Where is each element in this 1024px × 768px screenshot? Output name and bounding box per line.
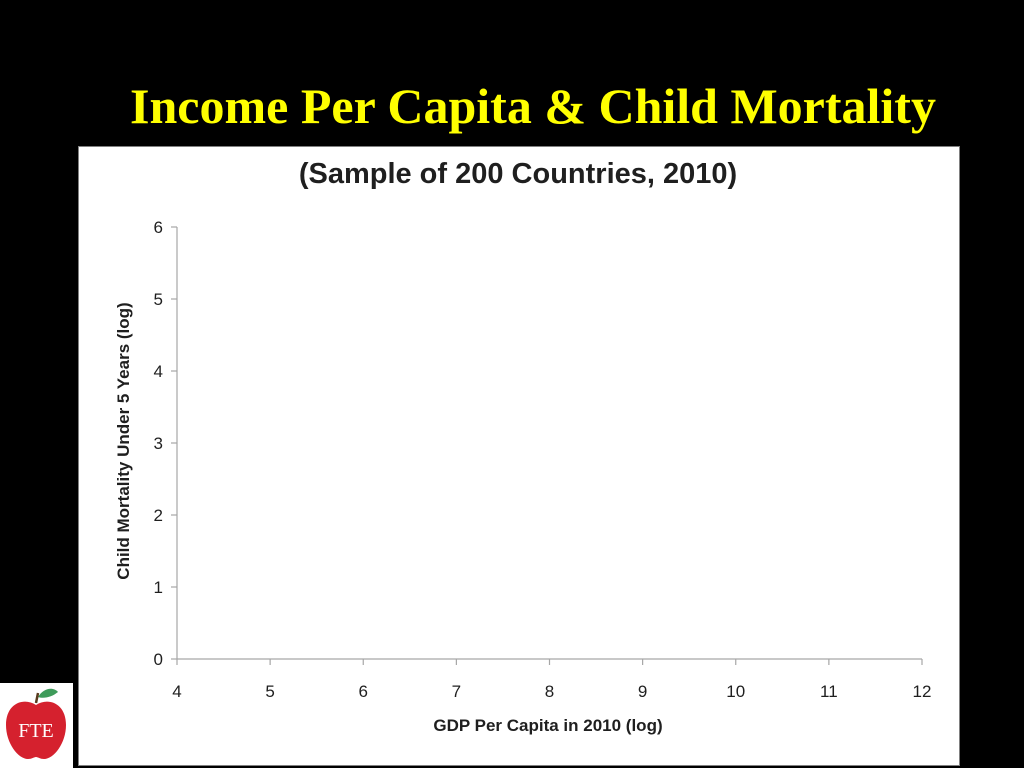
x-tick-label: 10 xyxy=(726,682,745,701)
apple-icon: FTE xyxy=(6,688,66,759)
y-tick-label: 4 xyxy=(154,362,163,381)
y-tick-label: 5 xyxy=(154,290,163,309)
scatter-chart: (Sample of 200 Countries, 2010) 01234564… xyxy=(114,158,932,735)
y-tick-label: 6 xyxy=(154,218,163,237)
y-axis-title: Child Mortality Under 5 Years (log) xyxy=(114,302,133,579)
y-tick-label: 1 xyxy=(154,578,163,597)
y-tick-label: 0 xyxy=(154,650,163,669)
slide-title: Income Per Capita & Child Mortality xyxy=(130,78,936,134)
x-tick-label: 5 xyxy=(265,682,274,701)
x-tick-label: 6 xyxy=(359,682,368,701)
fte-logo: FTE xyxy=(0,683,73,768)
chart-title: (Sample of 200 Countries, 2010) xyxy=(299,158,737,190)
y-tick-label: 2 xyxy=(154,506,163,525)
x-tick-label: 8 xyxy=(545,682,554,701)
x-tick-label: 7 xyxy=(452,682,461,701)
logo-text: FTE xyxy=(18,720,54,742)
x-tick-label: 4 xyxy=(172,682,181,701)
x-axis-title: GDP Per Capita in 2010 (log) xyxy=(433,716,662,735)
x-tick-label: 9 xyxy=(638,682,647,701)
x-tick-label: 12 xyxy=(913,682,932,701)
y-tick-label: 3 xyxy=(154,434,163,453)
x-tick-label: 11 xyxy=(820,682,838,701)
